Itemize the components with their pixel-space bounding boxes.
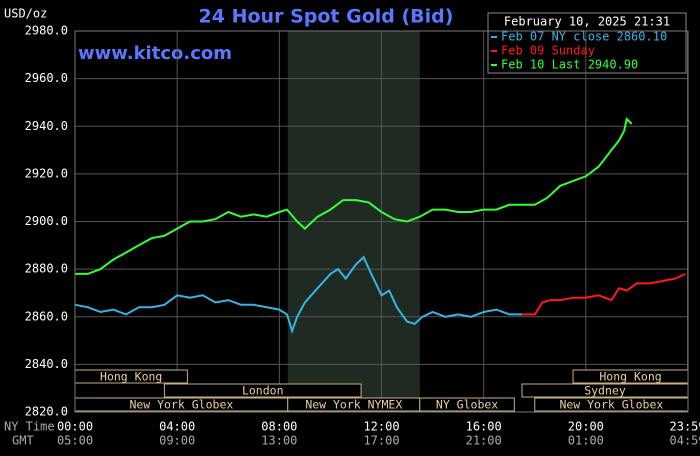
session-label: Sydney [584,384,626,398]
session-label: NY Globex [436,398,498,412]
legend-label: Feb 07 NY close 2860.10 [501,30,667,44]
y-tick-label: 2860.0 [25,309,68,323]
session-label: New York Globex [559,398,663,412]
series-line [522,272,686,316]
x2-tick-label: 17:00 [363,434,399,448]
y-tick-label: 2820.0 [25,405,68,419]
chart-title: 24 Hour Spot Gold (Bid) [199,6,454,28]
legend-label: Feb 10 Last 2940.90 [501,58,638,72]
watermark: www.kitco.com [78,43,232,64]
session-label: Hong Kong [100,370,162,384]
x-tick-label: 16:00 [466,420,502,434]
series-line [74,255,522,335]
y-tick-label: 2880.0 [25,262,68,276]
x2-tick-label: 13:00 [261,434,297,448]
y-tick-label: 2840.0 [25,357,68,371]
session-label: London [242,384,284,398]
x2-tick-label: 05:00 [57,434,93,448]
y-axis-label: USD/oz [4,7,47,21]
y-tick-label: 2940.0 [25,119,68,133]
y-tick-label: 2900.0 [25,214,68,228]
x2-tick-label: 21:00 [466,434,502,448]
session-label: New York NYMEX [305,398,402,412]
x2-tick-label: 09:00 [159,434,195,448]
session-label: New York Globex [129,398,233,412]
session-label: Hong Kong [599,370,661,384]
y-tick-label: 2980.0 [25,24,68,38]
series-line [75,117,633,275]
timestamp: February 10, 2025 21:31 [504,15,670,29]
y-tick-label: 2920.0 [25,166,68,180]
y-tick-label: 2960.0 [25,71,68,85]
x-tick-label: 08:00 [261,420,297,434]
session-box [419,397,515,412]
x2-tick-label: 01:00 [568,434,604,448]
session-box [163,383,362,398]
legend-label: Feb 09 Sunday [501,44,595,58]
x-tick-label: 20:00 [568,420,604,434]
plot-frame [74,30,689,413]
x-tick-label: 00:00 [57,420,93,434]
x-tick-label: 12:00 [363,420,399,434]
x-tick-label: 23:59 [670,420,700,434]
x2-tick-label: 04:59 [670,434,700,448]
x-tick-label: 04:00 [159,420,195,434]
x-axis-label: NY Time [4,420,55,434]
x2-axis-label: GMT [12,434,34,448]
legend-box [487,12,687,74]
